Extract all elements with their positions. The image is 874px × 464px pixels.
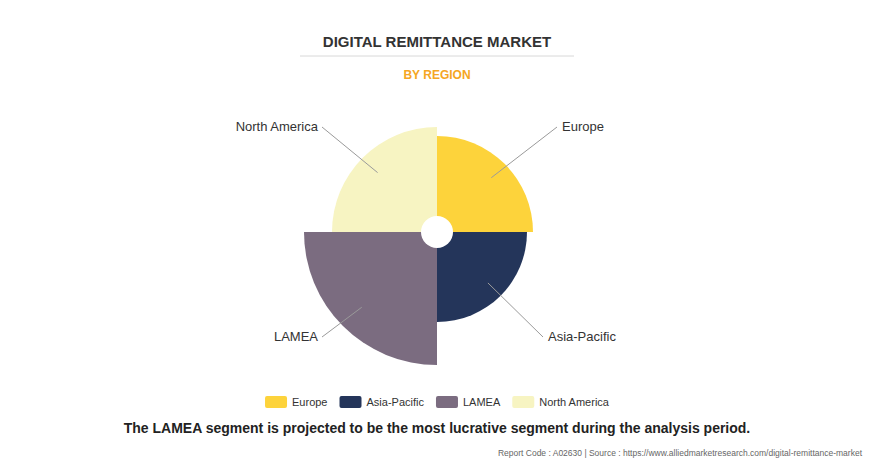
chart: DIGITAL REMITTANCE MARKET BY REGION Europe… (0, 0, 874, 464)
slice-label: North America (236, 119, 319, 134)
subtitle: BY REGION (403, 68, 470, 82)
leader-line (491, 127, 557, 178)
legend: Europe Asia-Pacific LAMEA North America (265, 396, 610, 408)
legend-label: Europe (292, 396, 327, 408)
slice (332, 127, 437, 232)
leader-line (322, 127, 378, 173)
legend-swatch (265, 396, 287, 408)
slice-label: Asia-Pacific (548, 329, 616, 344)
footnote: The LAMEA segment is projected to be the… (124, 420, 751, 436)
slice-label: Europe (562, 119, 604, 134)
legend-swatch (340, 396, 362, 408)
center-hole (421, 216, 453, 248)
slice (437, 136, 533, 232)
legend-label: North America (539, 396, 610, 408)
slice-label: LAMEA (274, 329, 318, 344)
leader-line (488, 283, 543, 337)
title-rule (300, 56, 574, 57)
title: DIGITAL REMITTANCE MARKET (323, 33, 551, 50)
slices (304, 127, 533, 365)
legend-label: Asia-Pacific (367, 396, 425, 408)
legend-swatch (436, 396, 458, 408)
legend-swatch (512, 396, 534, 408)
source: Report Code : A02630 | Source : https://… (498, 448, 863, 458)
slice (304, 232, 437, 365)
legend-label: LAMEA (463, 396, 501, 408)
leader-line (322, 307, 362, 337)
